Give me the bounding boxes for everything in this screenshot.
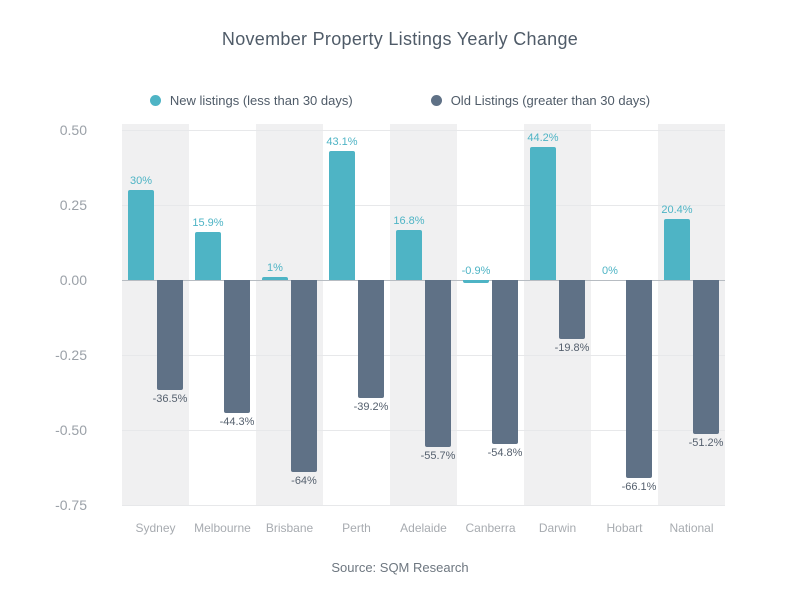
x-axis-label-canberra: Canberra (465, 521, 516, 535)
bar-canberra-new (463, 280, 489, 283)
bar-value-label: -54.8% (487, 447, 523, 460)
legend-item-new-listings[interactable]: New listings (less than 30 days) (149, 93, 353, 108)
bar-national-old (693, 280, 719, 434)
bar-value-label: -36.5% (152, 392, 188, 405)
zero-gridline (122, 279, 725, 281)
bar-adelaide-old (425, 280, 451, 448)
bar-value-label: 20.4% (661, 203, 693, 216)
legend: New listings (less than 30 days) Old Lis… (0, 93, 800, 108)
bar-melbourne-old (224, 280, 250, 413)
bar-melbourne-new (195, 232, 221, 280)
y-axis-tick-label: -0.50 (55, 422, 87, 438)
bar-national-new (664, 218, 690, 280)
y-axis-tick-label: -0.75 (55, 497, 87, 513)
x-axis-label-brisbane: Brisbane (265, 521, 314, 535)
bar-value-label: 44.2% (527, 132, 559, 145)
bar-brisbane-new (262, 277, 288, 280)
gridline (122, 204, 725, 206)
legend-marker-old-listings-icon (430, 95, 442, 106)
bar-value-label: 30% (129, 175, 153, 187)
plot-area: 0.50 0.25 0.00 -0.25 -0.50 -0.75 Sydney Melbour… (55, 122, 725, 535)
bar-value-label: 43.1% (326, 135, 358, 148)
bar-hobart-old (626, 280, 652, 479)
bar-value-label: -66.1% (621, 481, 657, 494)
bar-brisbane-old (291, 280, 317, 472)
x-axis-label-sydney: Sydney (135, 521, 176, 535)
gridline (122, 129, 725, 131)
x-axis-label-perth: Perth (342, 521, 371, 535)
bar-perth-new (329, 150, 355, 280)
x-axis-label-melbourne: Melbourne (194, 521, 251, 535)
y-axis-tick-label: -0.25 (55, 347, 87, 363)
bar-perth-old (358, 280, 384, 398)
y-axis-tick-label: 0.50 (59, 122, 87, 138)
gridline (122, 429, 725, 431)
legend-label-old-listings: Old Listings (greater than 30 days) (450, 93, 651, 108)
bar-value-label: -64% (291, 475, 317, 487)
bar-canberra-old (492, 280, 518, 445)
legend-marker-new-listings-icon (149, 95, 161, 106)
bar-darwin-old (559, 280, 585, 340)
bar-darwin-new (530, 147, 556, 280)
bar-value-label: -39.2% (353, 400, 389, 413)
bar-value-label: 15.9% (192, 217, 224, 230)
bar-sydney-old (157, 280, 183, 390)
x-axis-label-hobart: Hobart (606, 521, 643, 535)
bar-value-label: 1% (267, 262, 283, 274)
y-axis-tick-label: 0.00 (59, 272, 87, 288)
gridline (122, 504, 725, 506)
bar-value-label: -0.9% (461, 265, 491, 277)
x-axis-label-national: National (669, 521, 714, 535)
gridline (122, 354, 725, 356)
legend-item-old-listings[interactable]: Old Listings (greater than 30 days) (430, 93, 651, 108)
x-axis-label-adelaide: Adelaide (400, 521, 447, 535)
bar-adelaide-new (396, 229, 422, 280)
legend-label-new-listings: New listings (less than 30 days) (169, 93, 353, 108)
source-note: Source: SQM Research (331, 560, 469, 575)
bar-value-label: 16.8% (393, 214, 425, 227)
chart-title: November Property Listings Yearly Change (221, 29, 579, 49)
y-axis-tick-label: 0.25 (59, 197, 87, 213)
bar-value-label: -19.8% (554, 342, 590, 355)
bar-value-label: -44.3% (219, 415, 255, 428)
bar-sydney-new (128, 190, 154, 280)
bar-value-label: -55.7% (420, 450, 456, 463)
x-axis-label-darwin: Darwin (538, 521, 577, 535)
bar-value-label: -51.2% (688, 436, 724, 449)
bar-value-label: 0% (602, 265, 618, 277)
